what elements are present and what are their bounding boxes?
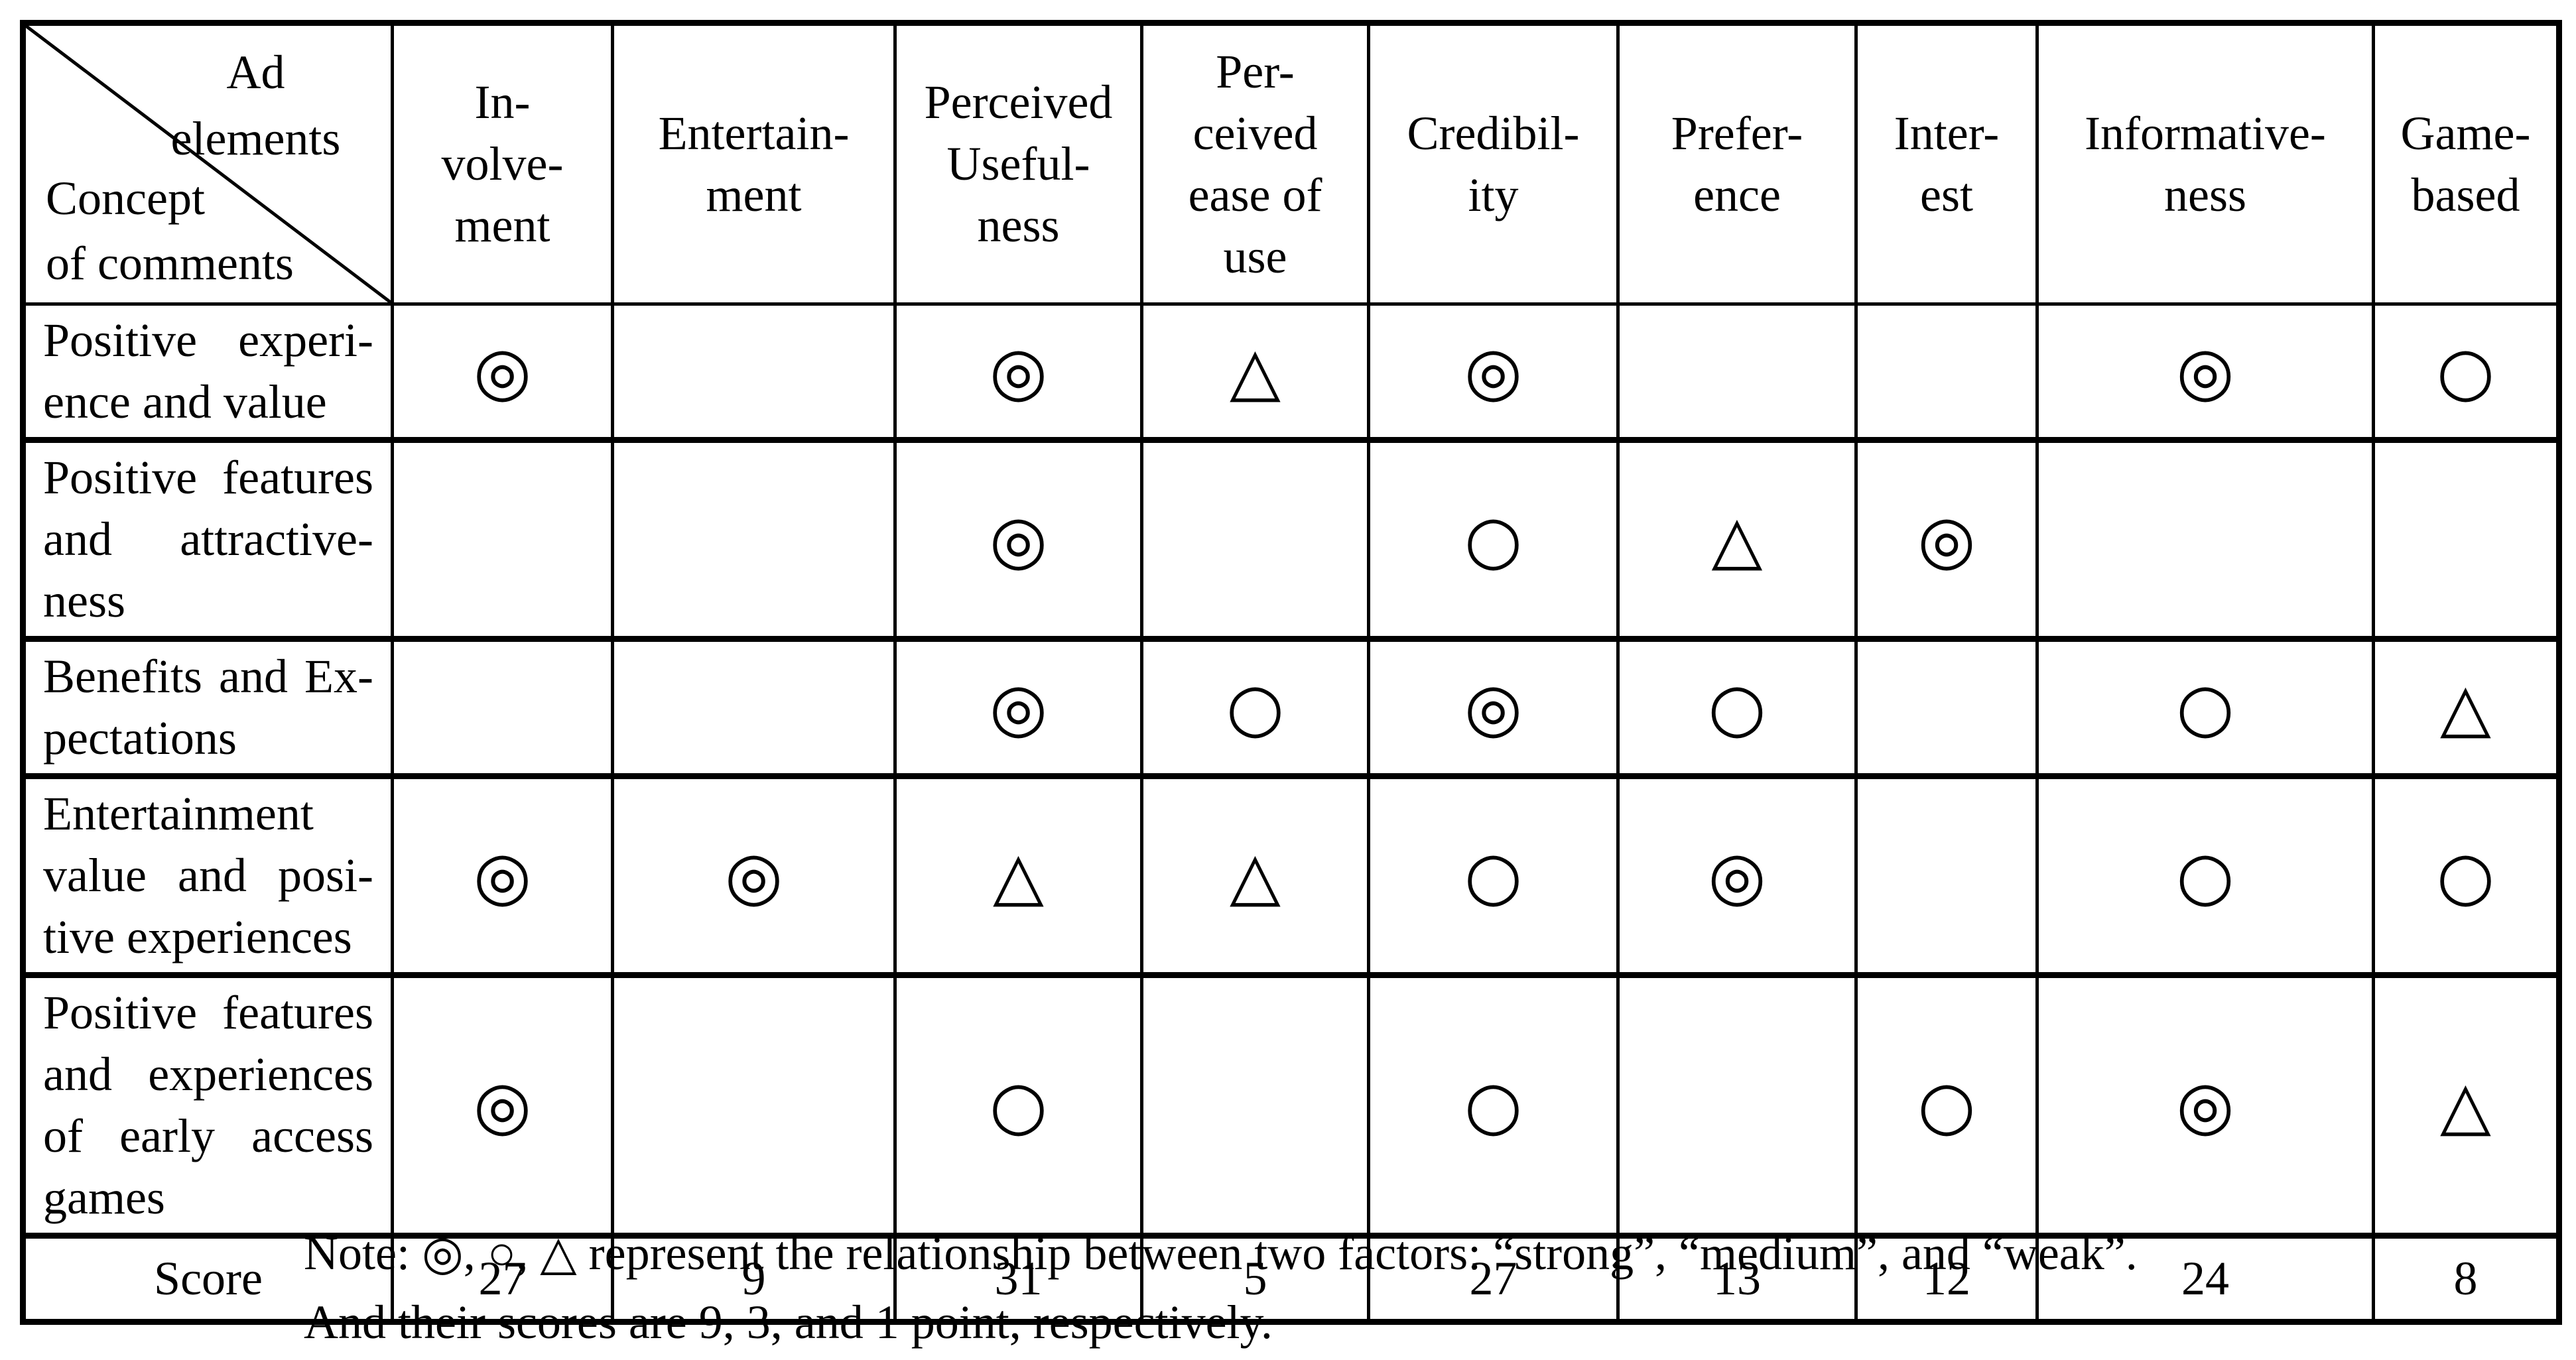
score-cell: 27 xyxy=(1367,1233,1620,1324)
header-row: Ad elements Concept of comments In- volv… xyxy=(21,21,2561,306)
matrix-cell: ○ xyxy=(1367,972,1620,1237)
score-cell: 9 xyxy=(611,1233,897,1324)
table-row: Positive experi-ence and value ◎ ◎ △ ◎ ◎… xyxy=(21,302,2561,442)
score-cell: 31 xyxy=(893,1233,1143,1324)
matrix-cell xyxy=(391,636,614,778)
matrix-cell: △ xyxy=(1140,302,1370,442)
table-row: Positive features and experiences of early… xyxy=(21,972,2561,1237)
matrix-cell xyxy=(1140,437,1370,641)
matrix-cell: ○ xyxy=(1854,972,2039,1237)
matrix-cell xyxy=(611,437,897,641)
matrix-cell: ◎ xyxy=(611,773,897,977)
row-label: Positive features and experiences of early… xyxy=(21,972,394,1237)
col-header-involvement: In- volve- ment xyxy=(391,21,614,306)
table-row: Benefits and Ex-pectations ◎ ○ ◎ ○ ○ △ xyxy=(21,636,2561,778)
corner-header: Ad elements Concept of comments xyxy=(21,21,394,306)
relationship-matrix-table: Ad elements Concept of comments In- volv… xyxy=(20,20,2562,1325)
matrix-cell: △ xyxy=(1140,773,1370,977)
matrix-cell: ○ xyxy=(1140,636,1370,778)
matrix-cell: ◎ xyxy=(391,972,614,1237)
matrix-cell xyxy=(1616,302,1858,442)
row-label: Positive features and attractive-ness xyxy=(21,437,394,641)
matrix-cell: △ xyxy=(893,773,1143,977)
matrix-cell: ○ xyxy=(1367,437,1620,641)
col-header-game-based: Game- based xyxy=(2372,21,2561,306)
col-header-perceived-usefulness: Perceived Useful- ness xyxy=(893,21,1143,306)
matrix-cell: ◎ xyxy=(893,437,1143,641)
row-label: Benefits and Ex-pectations xyxy=(21,636,394,778)
score-cell: 13 xyxy=(1616,1233,1858,1324)
matrix-cell: ◎ xyxy=(1854,437,2039,641)
matrix-cell xyxy=(2372,437,2561,641)
matrix-cell: ◎ xyxy=(2035,302,2375,442)
matrix-cell: △ xyxy=(2372,636,2561,778)
matrix-cell: ○ xyxy=(2372,302,2561,442)
score-cell: 24 xyxy=(2035,1233,2375,1324)
col-header-entertainment: Entertain- ment xyxy=(611,21,897,306)
row-label: Positive experi-ence and value xyxy=(21,302,394,442)
score-cell: 5 xyxy=(1140,1233,1370,1324)
matrix-cell xyxy=(1854,636,2039,778)
score-cell: 8 xyxy=(2372,1233,2561,1324)
matrix-cell xyxy=(1854,302,2039,442)
score-cell: 27 xyxy=(391,1233,614,1324)
matrix-cell: ◎ xyxy=(1616,773,1858,977)
matrix-cell xyxy=(2035,437,2375,641)
matrix-cell xyxy=(611,636,897,778)
note-line-1: Note: ◎, ○, △ represent the relationship… xyxy=(304,1227,2138,1280)
matrix-cell xyxy=(1140,972,1370,1237)
corner-bottom-label: Concept of comments xyxy=(46,172,294,290)
matrix-cell: ◎ xyxy=(2035,972,2375,1237)
table-row: Entertainment value and posi-tive experie… xyxy=(21,773,2561,977)
matrix-cell: ○ xyxy=(1616,636,1858,778)
matrix-cell xyxy=(611,302,897,442)
matrix-cell: ◎ xyxy=(391,773,614,977)
matrix-cell xyxy=(391,437,614,641)
score-row: Score 27 9 31 5 27 13 12 24 8 xyxy=(21,1233,2561,1324)
col-header-interest: Inter- est xyxy=(1854,21,2039,306)
col-header-credibility: Credibil- ity xyxy=(1367,21,1620,306)
matrix-cell: ○ xyxy=(2035,636,2375,778)
matrix-cell xyxy=(1616,972,1858,1237)
score-cell: 12 xyxy=(1854,1233,2039,1324)
matrix-cell: ○ xyxy=(2035,773,2375,977)
col-header-informativeness: Informative- ness xyxy=(2035,21,2375,306)
matrix-cell: ○ xyxy=(893,972,1143,1237)
matrix-cell: ◎ xyxy=(893,302,1143,442)
matrix-cell: ◎ xyxy=(391,302,614,442)
corner-top-label: Ad elements xyxy=(170,46,341,165)
matrix-cell: ◎ xyxy=(1367,636,1620,778)
table-row: Positive features and attractive-ness ◎ ○… xyxy=(21,437,2561,641)
matrix-cell: △ xyxy=(2372,972,2561,1237)
matrix-cell xyxy=(611,972,897,1237)
note-line-2: And their scores are 9, 3, and 1 point, … xyxy=(304,1296,1273,1349)
matrix-cell: ◎ xyxy=(1367,302,1620,442)
matrix-cell: ◎ xyxy=(893,636,1143,778)
matrix-cell: ○ xyxy=(1367,773,1620,977)
table-note: Note: ◎, ○, △ represent the relationship… xyxy=(304,1219,2532,1357)
matrix-cell: ○ xyxy=(2372,773,2561,977)
diagonal-line xyxy=(26,26,389,301)
matrix-cell: △ xyxy=(1616,437,1858,641)
matrix-cell xyxy=(1854,773,2039,977)
row-label: Entertainment value and posi-tive experie… xyxy=(21,773,394,977)
score-row-label: Score xyxy=(21,1233,394,1324)
col-header-preference: Prefer- ence xyxy=(1616,21,1858,306)
col-header-perceived-ease-of-use: Per- ceived ease of use xyxy=(1140,21,1370,306)
